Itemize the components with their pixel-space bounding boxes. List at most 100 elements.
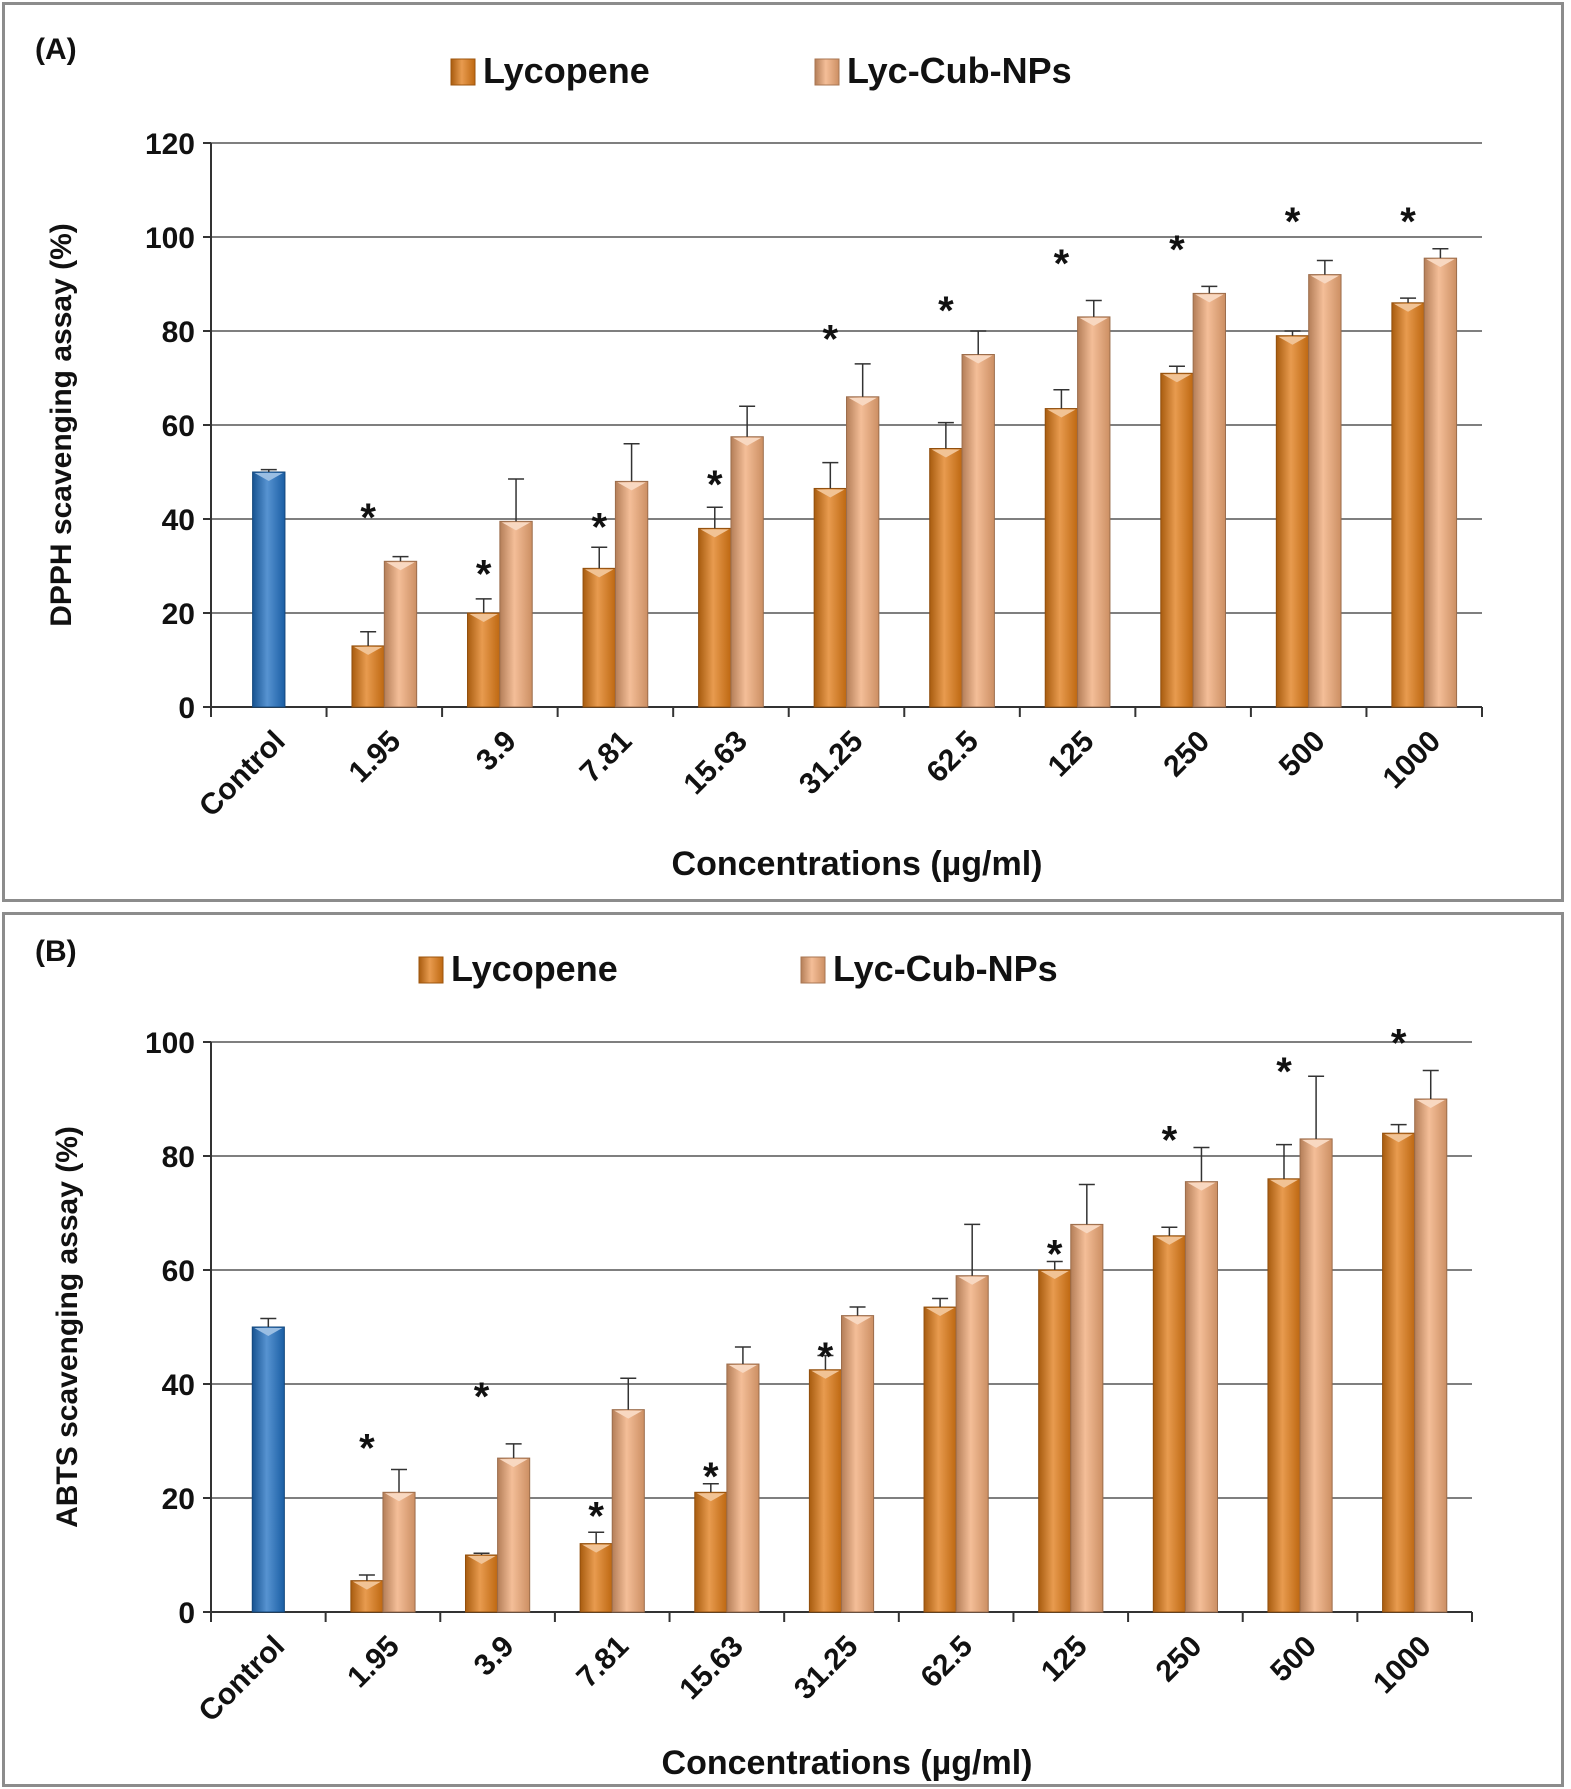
y-tick-label: 40 bbox=[162, 504, 195, 537]
significance-marker: * bbox=[588, 1495, 604, 1539]
x-tick-label: 3.9 bbox=[468, 1630, 521, 1683]
panel-label: (A) bbox=[35, 33, 77, 66]
legend-label-1: Lycopene bbox=[483, 50, 650, 91]
bar-series2 bbox=[497, 1457, 531, 1613]
bar-series2 bbox=[726, 1363, 760, 1613]
bar-series1-cap bbox=[469, 614, 498, 622]
bar-series1-cap bbox=[926, 1308, 955, 1317]
bar-series2 bbox=[955, 1275, 989, 1613]
x-tick-label: 1.95 bbox=[343, 725, 408, 790]
x-tick-label: 1000 bbox=[1367, 1630, 1438, 1701]
x-tick-label: 250 bbox=[1150, 1630, 1209, 1689]
significance-marker: * bbox=[938, 289, 954, 333]
bar-series1 bbox=[1152, 1235, 1186, 1613]
significance-marker: * bbox=[591, 505, 607, 549]
legend-swatch-1 bbox=[450, 58, 476, 86]
significance-marker: * bbox=[1054, 242, 1070, 286]
bar-series1-cap bbox=[1393, 303, 1423, 312]
bar-series2 bbox=[383, 560, 418, 708]
legend-label-2: Lyc-Cub-NPs bbox=[847, 50, 1072, 91]
bar-series1 bbox=[1275, 335, 1310, 708]
bar-series2-cap bbox=[501, 522, 531, 531]
bar-series2 bbox=[1308, 274, 1342, 708]
bar-series1 bbox=[923, 1306, 957, 1613]
significance-marker: * bbox=[818, 1335, 834, 1379]
bar-series1 bbox=[582, 567, 616, 708]
significance-marker: * bbox=[1400, 200, 1416, 244]
x-tick-label: Control bbox=[193, 725, 292, 824]
bar-series2-cap bbox=[1072, 1225, 1101, 1234]
bar-series1 bbox=[464, 1554, 499, 1613]
bar-series1 bbox=[1160, 372, 1194, 708]
x-tick-label: 7.81 bbox=[574, 725, 639, 790]
bar-series1 bbox=[698, 527, 732, 708]
x-tick-label: 31.25 bbox=[793, 725, 869, 801]
y-tick-label: 80 bbox=[162, 1141, 195, 1174]
bar-series1-cap bbox=[467, 1556, 496, 1564]
bar-series2 bbox=[846, 396, 880, 708]
bar-series2 bbox=[1414, 1098, 1448, 1613]
bar-series1-cap bbox=[1162, 374, 1192, 383]
significance-marker: * bbox=[476, 552, 492, 596]
bar-series2-cap bbox=[964, 355, 993, 364]
panel-label: (B) bbox=[35, 935, 77, 968]
bar-series2-cap bbox=[1079, 317, 1108, 326]
x-axis-title: Concentrations (µg/ml) bbox=[662, 1744, 1033, 1782]
bar-series1 bbox=[1038, 1269, 1072, 1613]
chart-b-svg: (B) Lycopene Lyc-Cub-NPs 0 20 40 60 80 100 * * * * * *… bbox=[35, 935, 1473, 1782]
bar-series1-cap bbox=[582, 1544, 611, 1553]
x-tick-label: 62.5 bbox=[920, 725, 985, 790]
bar-series2 bbox=[499, 520, 533, 708]
y-tick-label: 40 bbox=[162, 1369, 195, 1402]
x-tick-label: 1.95 bbox=[341, 1630, 406, 1695]
bar-control-cap bbox=[254, 1328, 283, 1336]
y-tick-label: 20 bbox=[162, 598, 195, 631]
x-tick-label: 3.9 bbox=[470, 725, 523, 778]
bar-series2 bbox=[1423, 257, 1458, 708]
legend-label-2: Lyc-Cub-NPs bbox=[833, 948, 1058, 989]
legend-swatch-2 bbox=[814, 58, 840, 86]
bar-series2-cap bbox=[1426, 259, 1455, 268]
bar-series1 bbox=[1044, 408, 1079, 708]
x-tick-label: 500 bbox=[1264, 1630, 1323, 1689]
bar-series2-cap bbox=[1302, 1139, 1331, 1148]
bar-series1 bbox=[579, 1543, 613, 1613]
bar-series1-cap bbox=[816, 489, 845, 498]
x-tick-label: 7.81 bbox=[571, 1630, 636, 1695]
bar-series2 bbox=[1077, 316, 1111, 708]
bar-series2-cap bbox=[384, 1493, 414, 1502]
bar-series1 bbox=[929, 448, 963, 708]
bar-series2-cap bbox=[617, 482, 646, 491]
x-tick-label: 62.5 bbox=[914, 1630, 979, 1695]
significance-marker: * bbox=[1276, 1050, 1292, 1094]
bar-series1 bbox=[694, 1491, 728, 1613]
bar-control bbox=[252, 471, 286, 708]
bar-series2-cap bbox=[386, 562, 415, 571]
y-tick-label: 100 bbox=[145, 222, 195, 255]
y-tick-label: 120 bbox=[145, 128, 195, 161]
bar-series2 bbox=[611, 1409, 645, 1613]
bar-series2 bbox=[730, 436, 764, 708]
x-tick-label: 250 bbox=[1157, 725, 1216, 784]
bar-series2-cap bbox=[614, 1410, 643, 1419]
y-tick-label: 60 bbox=[162, 410, 195, 443]
y-axis-title: DPPH scavenging assay (%) bbox=[45, 223, 78, 627]
bar-series2-cap bbox=[848, 397, 877, 406]
legend-label-1: Lycopene bbox=[451, 948, 618, 989]
bar-series1-cap bbox=[1155, 1236, 1184, 1245]
legend-swatch-2 bbox=[800, 956, 826, 984]
bar-series2 bbox=[1299, 1138, 1333, 1613]
chart-a-svg: (A) Lycopene Lyc-Cub-NPs 0 20 40 60 80 100 120 * * *… bbox=[35, 33, 1483, 883]
bar-series1-cap bbox=[1278, 336, 1307, 345]
y-tick-label: 0 bbox=[178, 692, 195, 725]
chart-panel-b: (B) Lycopene Lyc-Cub-NPs 0 20 40 60 80 100 * * * * * *… bbox=[2, 912, 1564, 1787]
x-tick-label: 500 bbox=[1273, 725, 1332, 784]
bar-series1-cap bbox=[931, 449, 961, 458]
x-axis-title: Concentrations (µg/ml) bbox=[672, 845, 1043, 883]
x-tick-label: 1000 bbox=[1377, 725, 1448, 796]
bar-series1 bbox=[467, 612, 501, 708]
bar-series2-cap bbox=[1187, 1182, 1216, 1191]
y-tick-label: 0 bbox=[178, 1597, 195, 1630]
x-tick-label: 125 bbox=[1035, 1630, 1094, 1689]
bar-series1 bbox=[1382, 1132, 1416, 1613]
